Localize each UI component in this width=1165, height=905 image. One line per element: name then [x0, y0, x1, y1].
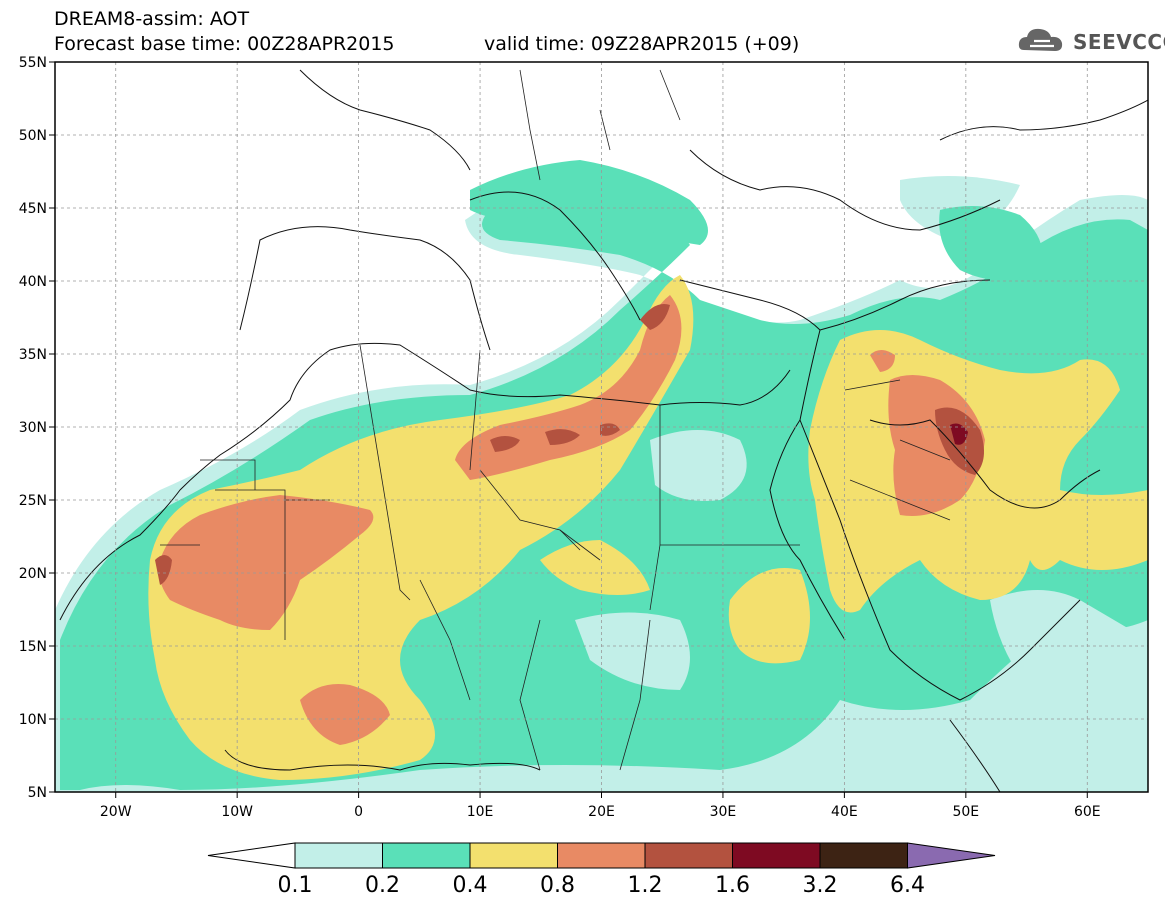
- x-axis: 20W 10W 0 10E 20E 30E 40E 50E 60E: [100, 792, 1101, 820]
- colorbar-swatch: [294, 842, 383, 869]
- coastlines: [59, 69, 1148, 792]
- x-tick-label: 0: [354, 804, 363, 820]
- y-tick-label: 45N: [19, 201, 47, 217]
- colorbar-swatch: [557, 842, 646, 869]
- colorbar-low-arrow: [207, 842, 296, 869]
- colorbar-label: 0.8: [540, 873, 575, 898]
- aot-contour-0-8: [158, 295, 985, 745]
- x-tick-label: 30E: [710, 804, 737, 820]
- y-tick-label: 10N: [19, 712, 47, 728]
- y-tick-label: 30N: [19, 420, 47, 436]
- colorbar-label: 0.2: [365, 873, 400, 898]
- y-tick-label: 50N: [19, 128, 47, 144]
- x-tick-label: 20W: [100, 804, 132, 820]
- logo-text: SEEVCCC: [1073, 30, 1165, 54]
- colorbar-swatch: [732, 842, 821, 869]
- forecast-base-time: Forecast base time: 00Z28APR2015: [54, 33, 395, 55]
- y-tick-label: 25N: [19, 493, 47, 509]
- valid-time: valid time: 09Z28APR2015 (+09): [484, 33, 800, 55]
- y-tick-label: 40N: [19, 274, 47, 290]
- x-tick-label: 60E: [1074, 804, 1101, 820]
- colorbar-high-arrow: [907, 842, 996, 869]
- y-tick-label: 5N: [28, 785, 47, 801]
- colorbar-label: 1.2: [628, 873, 663, 898]
- aot-contour-1-6: [950, 423, 968, 445]
- aot-field: [55, 62, 1148, 792]
- x-tick-label: 50E: [952, 804, 979, 820]
- y-tick-label: 15N: [19, 639, 47, 655]
- borders: [160, 69, 951, 771]
- x-tick-label: 10W: [221, 804, 253, 820]
- colorbar-label: 0.1: [278, 873, 313, 898]
- y-tick-label: 35N: [19, 347, 47, 363]
- colorbar-label: 1.6: [715, 873, 750, 898]
- map-title: DREAM8-assim: AOT: [54, 8, 250, 30]
- colorbar-label: 6.4: [890, 873, 925, 898]
- colorbar: 0.1 0.2 0.4 0.8 1.2 1.6 3.2 6.4: [207, 842, 996, 898]
- graticule: [55, 62, 1148, 792]
- colorbar-swatch: [644, 842, 733, 869]
- y-tick-label: 20N: [19, 566, 47, 582]
- colorbar-label: 0.4: [453, 873, 488, 898]
- colorbar-swatch: [382, 842, 471, 869]
- x-tick-label: 40E: [831, 804, 858, 820]
- cloud-icon: [1018, 28, 1063, 51]
- colorbar-swatch: [819, 842, 908, 869]
- colorbar-label: 3.2: [803, 873, 838, 898]
- x-tick-label: 10E: [467, 804, 494, 820]
- y-axis: 55N 50N 45N 40N 35N 30N 25N 20N 15N 10N 5N: [19, 55, 55, 801]
- x-tick-label: 20E: [588, 804, 615, 820]
- colorbar-swatch: [469, 842, 558, 869]
- y-tick-label: 55N: [19, 55, 47, 71]
